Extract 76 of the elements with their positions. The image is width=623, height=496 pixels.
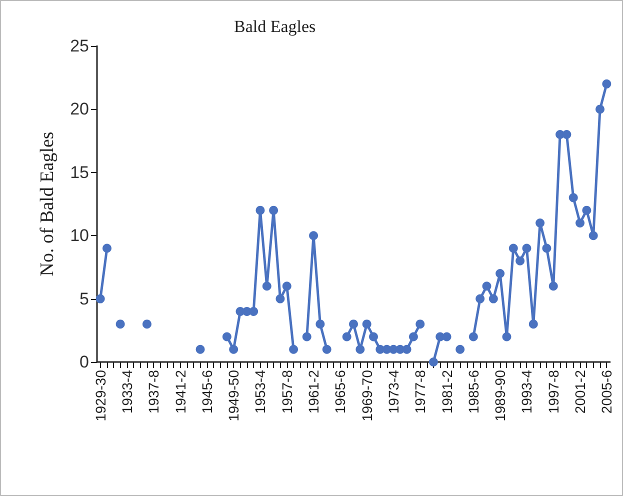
x-tick-label: 1957-8 [278,370,295,414]
point [222,332,232,342]
point [536,218,545,228]
x-tick-label: 1977-8 [412,370,428,414]
x-tick-label: 1941-2 [172,370,188,414]
point [102,244,112,253]
y-tick-label: 10 [70,226,89,246]
x-tick-label: 1953-4 [252,370,268,414]
point [502,332,512,342]
point [576,218,585,228]
point [476,294,485,304]
point [316,320,325,329]
point [528,320,538,329]
x-tick-label: 1969-70 [358,370,375,422]
x-tick-label: 1929-30 [92,370,108,422]
x-tick-label: 1949-50 [226,370,242,422]
x-tick-label: 1961-2 [306,370,322,414]
x-tick-label: 1981-2 [438,370,455,414]
x-tick-label: 1965-6 [332,370,348,414]
point [488,294,498,304]
point [349,320,358,329]
x-tick-label: 1945-6 [198,370,215,414]
point [482,282,492,291]
x-tick-label: 1985-6 [465,370,482,414]
point [116,320,125,329]
x-tick-label: 1973-4 [385,370,402,414]
point [596,104,605,114]
y-tick-label: 5 [80,289,89,308]
point [562,130,572,139]
point [322,344,332,354]
x-tick-label: 1989-90 [492,370,508,422]
x-tick-label: 2001-2 [572,370,588,414]
point [276,294,285,304]
y-tick-label: 20 [70,100,89,119]
point [588,231,598,240]
point [516,256,525,266]
point [262,282,272,291]
point [96,294,105,304]
point [309,231,318,240]
point [442,332,452,342]
y-tick-label: 0 [80,352,89,372]
x-tick-label: 1997-8 [545,370,562,414]
point [256,206,265,215]
x-tick-label: 1937-8 [146,370,162,414]
point [542,244,552,253]
point [362,320,372,329]
x-tick-label: 1933-4 [118,370,135,414]
point [196,344,205,354]
point [269,206,278,215]
point [289,344,298,354]
point [496,269,505,278]
point [282,282,292,291]
point [522,244,532,253]
point [356,344,365,354]
x-tick-label: 1993-4 [518,370,535,414]
point [416,320,425,329]
chart-title: Bald Eagles [234,17,316,36]
y-tick-label: 25 [70,36,89,56]
y-axis-title: No. of Bald Eagles [37,132,58,276]
point [302,332,312,342]
point [229,344,238,354]
point [568,193,578,202]
point [142,320,152,329]
point [408,332,418,342]
point [508,244,518,253]
x-tick-label: 2005-6 [598,370,615,414]
point [582,206,592,215]
y-tick-label: 15 [70,162,89,182]
point [368,332,378,342]
point [468,332,478,342]
point [602,79,612,88]
point [249,306,258,316]
point [428,358,438,366]
point [342,332,352,342]
point [456,344,465,354]
point [548,282,558,291]
